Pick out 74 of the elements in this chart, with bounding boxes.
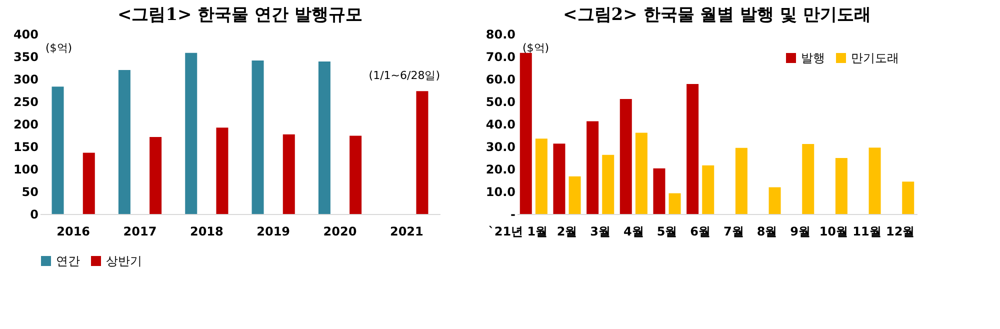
y-tick-label: 300: [13, 72, 38, 86]
x-tick-label: 2019: [256, 224, 290, 238]
bar: [768, 187, 781, 214]
bar: [82, 152, 95, 214]
x-tick-label: `21년 1월: [488, 224, 548, 238]
x-tick-label: 8월: [756, 224, 778, 238]
y-tick-label: 0: [30, 208, 38, 222]
x-tick-label: 2021: [390, 224, 424, 238]
bar: [586, 121, 599, 214]
bar: [553, 144, 566, 214]
y-tick-label: 80.0: [486, 28, 516, 42]
y-tick-label: 50: [22, 185, 38, 199]
y-tick-label: 100: [13, 162, 38, 176]
bar: [868, 148, 881, 214]
y-tick-label: 40.0: [486, 118, 516, 132]
bar: [52, 86, 64, 214]
annotation: (1/1~6/28일): [368, 69, 440, 82]
y-tick-label: 400: [13, 28, 38, 42]
bar: [535, 138, 548, 214]
x-tick-label: 2016: [56, 224, 90, 238]
legend-label: 연간: [56, 254, 80, 268]
bar: [252, 60, 264, 214]
y-tick-label: 250: [13, 95, 38, 109]
x-tick-label: 11월: [852, 224, 882, 238]
legend-label: 상반기: [106, 254, 142, 268]
x-tick-label: 4월: [623, 224, 644, 238]
legend-label: 만기도래: [851, 51, 899, 65]
y-tick-label: 10.0: [486, 185, 516, 199]
x-tick-label: 2018: [190, 224, 224, 238]
x-tick-label: 9월: [790, 224, 811, 238]
chart-title: <그림2> 한국물 월별 발행 및 만기도래: [563, 5, 871, 25]
bar: [185, 52, 198, 214]
bar: [635, 132, 648, 214]
bar: [668, 193, 681, 214]
y-tick-label: -: [510, 208, 516, 222]
bar: [686, 84, 699, 214]
bar: [318, 61, 330, 214]
y-tick-label: 150: [13, 140, 38, 154]
y-tick-label: 60.0: [486, 72, 516, 86]
bar: [902, 182, 914, 214]
bar: [520, 52, 532, 214]
bar: [150, 137, 162, 214]
x-tick-label: 6월: [690, 224, 711, 238]
x-tick-label: 2017: [123, 224, 157, 238]
y-axis-title: ($억): [46, 42, 72, 54]
legend-label: 발행: [801, 51, 825, 65]
bar: [620, 99, 632, 214]
bar: [568, 176, 581, 214]
y-tick-label: 20.0: [486, 162, 516, 176]
x-tick-label: 3월: [590, 224, 611, 238]
x-tick-label: 12월: [886, 224, 915, 238]
bar: [350, 136, 362, 214]
bar: [216, 128, 228, 214]
y-tick-label: 50.0: [486, 95, 516, 109]
bar: [282, 134, 295, 214]
x-tick-label: 7월: [723, 224, 744, 238]
y-tick-label: 350: [13, 50, 38, 64]
bar: [602, 154, 614, 214]
chart-title: <그림1> 한국물 연간 발행규모: [117, 5, 363, 25]
bar: [416, 91, 428, 214]
bar: [118, 70, 130, 214]
y-axis-title: ($억): [522, 42, 550, 54]
bar: [653, 168, 666, 214]
y-tick-label: 200: [13, 118, 38, 132]
bar: [702, 165, 714, 214]
bar: [802, 144, 814, 214]
x-tick-label: 2020: [323, 224, 357, 238]
y-tick-label: 30.0: [486, 140, 516, 154]
bar: [735, 148, 748, 214]
bar: [835, 158, 848, 214]
x-tick-label: 10월: [819, 224, 848, 238]
x-tick-label: 2월: [556, 224, 578, 238]
y-tick-label: 70.0: [486, 50, 516, 64]
x-tick-label: 5월: [656, 224, 678, 238]
